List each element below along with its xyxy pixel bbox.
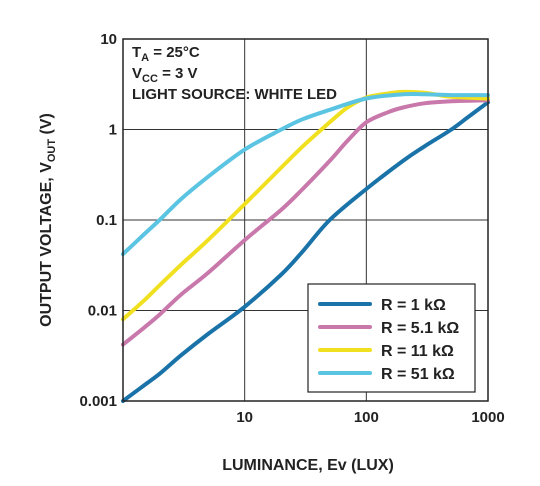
x-axis-title: LUMINANCE, Ev (LUX) xyxy=(222,457,394,474)
x-tick-labels: 10 100 1000 xyxy=(236,409,504,426)
x-tick-label: 100 xyxy=(354,409,379,426)
series-curves xyxy=(121,89,490,403)
y-tick-label: 10 xyxy=(100,31,117,48)
conditions-block: TA = 25°C VCC = 3 V LIGHT SOURCE: WHITE … xyxy=(132,44,337,103)
y-tick-label: 0.01 xyxy=(88,303,117,320)
x-tick-label: 10 xyxy=(236,409,253,426)
y-tick-label: 1 xyxy=(109,122,117,139)
y-tick-label: 0.1 xyxy=(96,212,117,229)
series-line-1k xyxy=(121,100,490,403)
legend-label: R = 1 kΩ xyxy=(381,297,446,314)
legend-label: R = 5.1 kΩ xyxy=(381,320,459,337)
y-tick-labels: 0.001 0.01 0.1 1 10 xyxy=(79,31,117,410)
condition-light-source: LIGHT SOURCE: WHITE LED xyxy=(132,86,337,103)
plot-frame xyxy=(122,38,489,402)
condition-temperature: TA = 25°C xyxy=(132,44,200,64)
legend: R = 1 kΩ R = 5.1 kΩ R = 11 kΩ R = 51 kΩ xyxy=(307,283,476,393)
y-tick-label: 0.001 xyxy=(79,393,117,410)
condition-supply-voltage: VCC = 3 V xyxy=(132,65,198,85)
y-axis-title: OUTPUT VOLTAGE, VOUT (V) xyxy=(38,113,58,327)
series-line-11k xyxy=(121,89,490,322)
legend-label: R = 51 kΩ xyxy=(381,366,455,383)
series-line-51k xyxy=(121,91,490,257)
legend-label: R = 11 kΩ xyxy=(381,343,454,360)
series-line-5k1 xyxy=(121,98,490,347)
x-tick-label: 1000 xyxy=(471,409,504,426)
